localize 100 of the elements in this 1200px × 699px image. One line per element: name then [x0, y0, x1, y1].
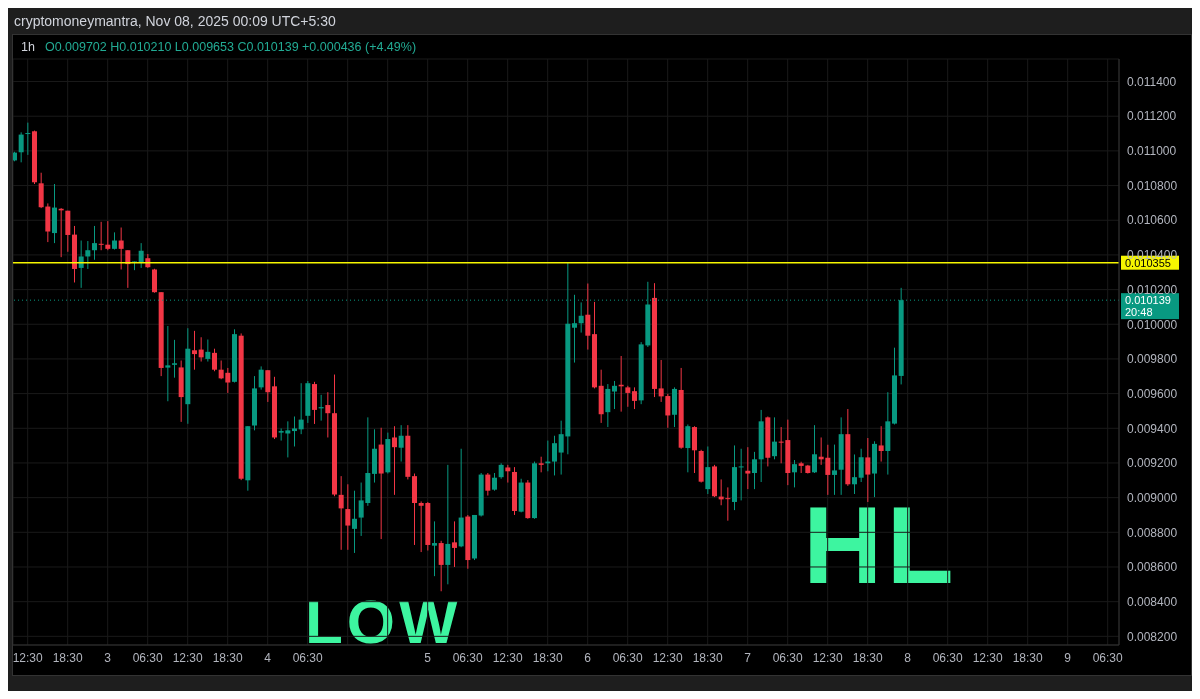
y-tick-label: 0.009600 — [1127, 386, 1178, 401]
candlestick — [345, 483, 351, 551]
candlestick — [292, 415, 297, 447]
candlestick — [92, 225, 97, 261]
x-tick-label: 06:30 — [612, 650, 644, 665]
x-tick-label: 18:30 — [212, 650, 244, 665]
candlestick — [852, 453, 857, 495]
candlestick — [625, 385, 631, 408]
candlestick — [792, 459, 797, 488]
candlestick — [738, 448, 744, 501]
y-tick-label: 0.011200 — [1127, 109, 1177, 124]
candlestick — [445, 464, 451, 585]
y-tick-label: 0.008600 — [1127, 560, 1178, 575]
x-tick-label: 18:30 — [692, 650, 724, 665]
text: cryptomoneymantra, Nov 08, 2025 00:09 UTC+5:30 — [13, 12, 337, 31]
text: 20:48 — [1125, 306, 1153, 319]
annotation: HL — [803, 483, 958, 606]
candlestick — [772, 416, 777, 460]
candlestick — [192, 330, 197, 371]
candlestick — [165, 325, 171, 402]
candlestick — [18, 131, 24, 163]
candlestick — [25, 122, 31, 156]
ref-line-label: 0.010139 — [1125, 294, 1171, 307]
candlestick — [352, 490, 357, 554]
candlestick — [438, 540, 444, 592]
candlestick — [452, 520, 457, 568]
candlestick — [745, 446, 751, 490]
candlestick — [118, 227, 124, 270]
y-tick-label: 0.011000 — [1127, 144, 1177, 159]
candlestick — [125, 249, 131, 289]
x-tick-label: 18:30 — [1012, 650, 1044, 665]
candlestick — [665, 393, 671, 429]
candlestick — [78, 240, 84, 289]
x-tick-label: 12:30 — [12, 650, 44, 665]
x-tick-label: 12:30 — [652, 650, 684, 665]
candlestick — [258, 365, 264, 391]
candlestick — [212, 348, 217, 372]
x-tick-label: 06:30 — [772, 650, 804, 665]
candlestick — [832, 444, 837, 496]
x-tick-label: 18:30 — [532, 650, 564, 665]
candlestick — [552, 435, 557, 476]
chart-title: 1h — [21, 40, 35, 54]
candlestick — [612, 380, 617, 410]
x-tick-label: 12:30 — [812, 650, 844, 665]
x-tick-label: 06:30 — [1092, 650, 1124, 665]
x-tick-label: 4 — [264, 650, 272, 665]
candlestick — [485, 472, 491, 497]
candlestick — [865, 437, 871, 503]
x-tick-label: 9 — [1064, 650, 1072, 665]
candlestick — [85, 240, 91, 270]
y-tick-label: 0.008800 — [1127, 525, 1178, 540]
candlestick — [198, 336, 204, 363]
y-tick-label: 0.008200 — [1127, 629, 1178, 644]
candlestick — [38, 172, 44, 209]
candlestick — [812, 424, 817, 474]
x-tick-label: 7 — [744, 650, 752, 665]
candlestick — [878, 425, 884, 463]
candlestick — [105, 220, 111, 251]
candlestick — [265, 369, 271, 403]
x-tick-label: 12:30 — [172, 650, 204, 665]
candlestick — [398, 424, 404, 463]
x-tick-label: 18:30 — [852, 650, 884, 665]
candlestick — [692, 425, 697, 474]
x-tick-label: 06:30 — [452, 650, 484, 665]
candlestick — [338, 475, 344, 551]
candlestick — [705, 445, 711, 495]
candlestick — [658, 359, 664, 403]
candlestick — [205, 339, 211, 363]
y-tick-label: 0.009400 — [1127, 421, 1178, 436]
x-tick-label: 12:30 — [972, 650, 1004, 665]
candlestick — [172, 339, 177, 379]
y-tick-label: 0.010600 — [1127, 213, 1178, 228]
x-tick-label: 8 — [904, 650, 912, 665]
x-tick-label: 6 — [584, 650, 592, 665]
candlestick — [632, 386, 637, 410]
candlestick — [585, 283, 591, 351]
candlestick — [605, 383, 611, 428]
y-tick-label: 0.009200 — [1127, 456, 1178, 471]
x-tick-label: 06:30 — [932, 650, 964, 665]
y-tick-label: 0.010000 — [1127, 317, 1178, 332]
y-tick-label: 0.009000 — [1127, 490, 1178, 505]
candlestick — [392, 425, 397, 496]
y-tick-label: 0.008400 — [1127, 594, 1178, 609]
x-tick-label: 5 — [424, 650, 432, 665]
candlestick — [98, 221, 104, 251]
y-tick-label: 0.011400 — [1127, 74, 1177, 89]
candlestick — [432, 520, 437, 577]
x-tick-label: 12:30 — [492, 650, 524, 665]
chart-subtitle: O0.009702 H0.010210 L0.009653 C0.010139 +0.000436 (+4.49%) — [44, 40, 417, 54]
y-tick-label: 0.010800 — [1127, 178, 1178, 193]
candlestick — [752, 451, 757, 490]
candlestick — [325, 391, 331, 438]
x-tick-label: 18:30 — [52, 650, 84, 665]
candlestick — [858, 448, 864, 483]
x-tick-label: 06:30 — [132, 650, 164, 665]
candlestick — [685, 423, 691, 473]
x-tick-label: 3 — [104, 650, 112, 665]
candlestick — [298, 382, 304, 435]
candlestick — [578, 301, 584, 334]
y-tick-label: 0.009800 — [1127, 352, 1178, 367]
